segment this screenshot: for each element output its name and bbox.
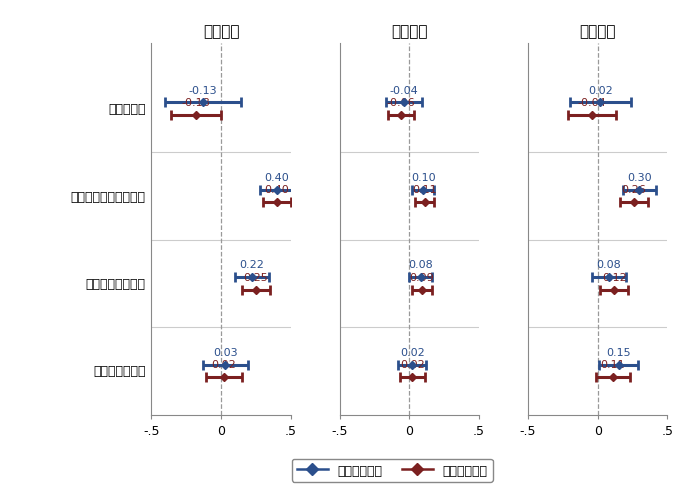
Text: アメリカの同盟国: アメリカの同盟国 xyxy=(86,277,146,290)
Text: 0.10: 0.10 xyxy=(411,173,436,183)
Text: 0.25: 0.25 xyxy=(244,272,268,282)
Text: 0.08: 0.08 xyxy=(408,260,433,270)
Text: -0.04: -0.04 xyxy=(389,85,418,96)
Text: 0.12: 0.12 xyxy=(602,272,627,282)
Legend: 制御変数なし, 制御変数付き: 制御変数なし, 制御変数付き xyxy=(292,459,493,482)
Title: 安倍内閣: 安倍内閣 xyxy=(579,23,616,39)
Title: 防衛政策: 防衛政策 xyxy=(203,23,239,39)
Text: 0.11: 0.11 xyxy=(412,185,437,195)
Text: 0.08: 0.08 xyxy=(596,260,621,270)
Text: -0.18: -0.18 xyxy=(182,98,211,108)
Text: 0.03: 0.03 xyxy=(213,347,237,357)
Text: 0.02: 0.02 xyxy=(588,85,613,96)
Text: 0.40: 0.40 xyxy=(264,185,289,195)
Text: 政治的対立を抱える国: 政治的対立を抱える国 xyxy=(71,190,146,203)
Text: 0.11: 0.11 xyxy=(601,360,625,369)
Text: 与党の有力議員: 与党の有力議員 xyxy=(94,365,146,378)
Text: 0.22: 0.22 xyxy=(239,260,264,270)
Text: 0.15: 0.15 xyxy=(606,347,631,357)
Text: 0.40: 0.40 xyxy=(264,173,289,183)
Text: 0.30: 0.30 xyxy=(627,173,652,183)
Text: 0.09: 0.09 xyxy=(409,272,434,282)
Text: 0.26: 0.26 xyxy=(621,185,646,195)
Title: 防衛予算: 防衛予算 xyxy=(391,23,428,39)
Text: -0.13: -0.13 xyxy=(189,85,217,96)
Text: -0.04: -0.04 xyxy=(578,98,606,108)
Text: 0.02: 0.02 xyxy=(400,347,424,357)
Text: 0.02: 0.02 xyxy=(400,360,424,369)
Text: -0.06: -0.06 xyxy=(387,98,416,108)
Text: 外交的非難: 外交的非難 xyxy=(108,103,146,116)
Text: 0.02: 0.02 xyxy=(211,360,236,369)
